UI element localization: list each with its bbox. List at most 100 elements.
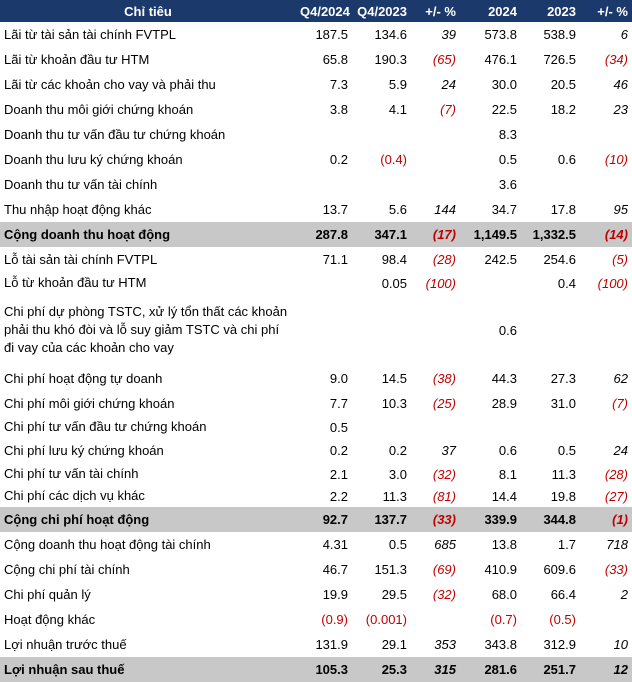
table-row: Doanh thu lưu ký chứng khoán 0.2 (0.4) 0.5 0… <box>0 147 632 172</box>
value-2024: 28.9 <box>491 396 517 411</box>
row-label: Chi phí tư vấn đầu tư chứng khoán <box>4 419 207 434</box>
value-q4-2023: 151.3 <box>374 562 407 577</box>
header-q4-2023: Q4/2023 <box>352 0 411 22</box>
table-row: Chi phí quản lý 19.9 29.5 (32) 68.0 66.4 2 <box>0 582 632 607</box>
year-change <box>580 294 632 366</box>
value-q4-2024: 2.2 <box>329 488 348 504</box>
quarter-change: (17) <box>411 222 460 247</box>
value-q4-2023: 190.3 <box>374 52 407 67</box>
year-change: 62 <box>613 371 628 386</box>
year-change: (10) <box>604 152 628 167</box>
year-change <box>580 122 632 147</box>
row-label: Doanh thu tư vấn đầu tư chứng khoán <box>4 126 226 142</box>
quarter-change <box>411 147 460 172</box>
value-q4-2024: 0.2 <box>329 443 348 458</box>
value-q4-2024: 92.7 <box>296 507 352 532</box>
value-q4-2024: 0.2 <box>329 152 348 167</box>
value-2024: 573.8 <box>484 27 517 42</box>
value-q4-2023: 0.5 <box>388 537 407 552</box>
row-label: Chi phí các dịch vụ khác <box>4 488 145 503</box>
row-label: Cộng doanh thu hoạt động tài chính <box>4 536 211 552</box>
year-change: 12 <box>580 657 632 682</box>
value-2023: 312.9 <box>543 637 576 652</box>
value-q4-2023: 10.3 <box>381 396 407 411</box>
value-q4-2024: 0.5 <box>329 419 348 435</box>
value-2023: 538.9 <box>543 27 576 42</box>
value-2024: 476.1 <box>484 52 517 67</box>
quarter-change: (32) <box>432 466 456 482</box>
value-2023: 344.8 <box>521 507 580 532</box>
value-q4-2024: 7.3 <box>329 77 348 92</box>
row-label: Cộng doanh thu hoạt động <box>0 222 296 247</box>
value-2024: 3.6 <box>498 177 517 192</box>
year-change: 23 <box>613 102 628 117</box>
table-row: Chi phí hoạt động tự doanh 9.0 14.5 (38) 44.… <box>0 366 632 391</box>
quarter-change: 37 <box>441 443 456 458</box>
value-q4-2023 <box>352 416 411 438</box>
value-q4-2023: 29.5 <box>381 587 407 602</box>
value-2024: 14.4 <box>491 488 517 504</box>
row-label: Cộng chi phí hoạt động <box>0 507 296 532</box>
quarter-change <box>411 122 460 147</box>
table-row: Chi phí dự phòng TSTC, xử lý tổn thất cá… <box>0 294 632 366</box>
year-change: 2 <box>620 587 628 602</box>
value-q4-2023: 347.1 <box>352 222 411 247</box>
value-q4-2023: 5.9 <box>388 77 407 92</box>
value-q4-2024: 105.3 <box>296 657 352 682</box>
quarter-change: (38) <box>432 371 456 386</box>
row-label: Chi phí tư vấn tài chính <box>4 466 139 481</box>
value-q4-2024: 65.8 <box>322 52 348 67</box>
year-change <box>580 607 632 632</box>
table-row: Doanh thu môi giới chứng khoán 3.8 4.1 (7) 2… <box>0 97 632 122</box>
value-2023 <box>521 172 580 197</box>
quarter-change: 24 <box>441 77 456 92</box>
table-row: Chi phí lưu ký chứng khoán 0.2 0.2 37 0.6 0.5… <box>0 438 632 463</box>
value-q4-2023 <box>352 172 411 197</box>
header-q4-2024: Q4/2024 <box>296 0 352 22</box>
year-change <box>580 172 632 197</box>
year-change: (33) <box>604 562 628 577</box>
row-label: Lãi từ các khoản cho vay và phải thu <box>4 76 216 92</box>
header-year-change: +/- % <box>580 0 632 22</box>
value-q4-2023 <box>352 294 411 366</box>
row-label: Doanh thu môi giới chứng khoán <box>4 101 194 117</box>
value-2023: 11.3 <box>551 466 576 482</box>
value-2023: 0.5 <box>557 443 576 458</box>
value-2023: 1,332.5 <box>521 222 580 247</box>
quarter-change: 144 <box>434 202 456 217</box>
year-change: 46 <box>613 77 628 92</box>
quarter-change: (100) <box>425 275 456 291</box>
value-2024: 0.6 <box>498 322 517 338</box>
value-q4-2024: 46.7 <box>322 562 348 577</box>
value-q4-2024: 287.8 <box>296 222 352 247</box>
year-change: 6 <box>620 27 628 42</box>
table-row: Cộng doanh thu hoạt động tài chính 4.31 0.… <box>0 532 632 557</box>
value-q4-2024: 2.1 <box>329 466 348 482</box>
row-label: Chi phí lưu ký chứng khoán <box>4 442 164 458</box>
value-q4-2023: (0.4) <box>380 152 407 167</box>
table-row: Thu nhập hoạt động khác 13.7 5.6 144 34.7 17.… <box>0 197 632 222</box>
value-2024: 343.8 <box>484 637 517 652</box>
value-2023 <box>521 416 580 438</box>
value-2024: 68.0 <box>491 587 517 602</box>
quarter-change: (32) <box>432 587 456 602</box>
year-change: (34) <box>604 52 628 67</box>
value-2024: 30.0 <box>491 77 517 92</box>
value-2023: 609.6 <box>543 562 576 577</box>
value-q4-2024: 4.31 <box>322 537 348 552</box>
row-label: Thu nhập hoạt động khác <box>4 201 152 217</box>
value-2023: 0.4 <box>557 275 576 291</box>
quarter-change: (81) <box>432 488 456 504</box>
value-2023 <box>521 122 580 147</box>
row-label: Doanh thu tư vấn tài chính <box>4 176 158 192</box>
value-2023: 66.4 <box>550 587 576 602</box>
value-q4-2023: 5.6 <box>388 202 407 217</box>
year-change: (28) <box>604 466 628 482</box>
row-label: Chi phí môi giới chứng khoán <box>4 395 175 411</box>
row-label: Cộng chi phí tài chính <box>4 561 130 577</box>
row-label: Chi phí hoạt động tự doanh <box>4 370 163 386</box>
value-q4-2023: 29.1 <box>381 637 407 652</box>
value-q4-2023: 0.2 <box>388 443 407 458</box>
row-label: Chi phí dự phòng TSTC, xử lý tổn thất cá… <box>4 304 288 355</box>
